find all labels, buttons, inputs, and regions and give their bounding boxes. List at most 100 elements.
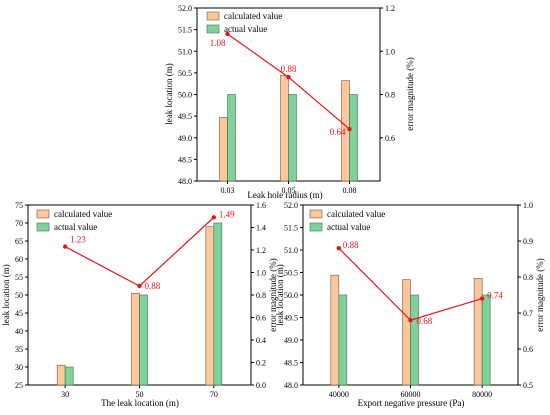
chart-1-xtick-label: 50: [136, 390, 144, 399]
chart-1-ytick-label: 40: [15, 327, 23, 336]
chart-2-ytick-label: 49.5: [284, 314, 298, 323]
chart-1-error-label: 1.23: [70, 235, 86, 245]
chart-2-bar-actual: [338, 294, 348, 386]
chart-0-error-point: [347, 126, 352, 132]
chart-0-error-label: 0.88: [281, 64, 297, 74]
chart-1-ytick-label: 75: [15, 201, 23, 210]
chart-2-ytick-label: 49.0: [284, 336, 298, 345]
chart-0-ytick-label: 48.0: [178, 177, 192, 186]
chart-2-ytick-label: 50.0: [284, 291, 298, 300]
chart-0-ytick-label: 52.0: [178, 4, 192, 13]
chart-2-legend-actual: actual value: [327, 222, 370, 232]
chart-2-xtick-label: 40000: [329, 390, 349, 399]
chart-0-ytick-label: 51.5: [178, 26, 192, 35]
chart-2-xtick-label: 80000: [472, 390, 492, 399]
chart-1-error-point: [62, 244, 68, 249]
chart-2-bar-calculated: [473, 278, 483, 386]
chart-2-x-axis-title: Export negative pressure (Pa): [358, 398, 465, 408]
chart-1-y2tick-label: 1.0: [256, 269, 266, 278]
chart-2-bar-calculated: [330, 274, 340, 386]
chart-2-y2tick-label: 0.8: [523, 273, 533, 282]
chart-0-error-point: [286, 75, 291, 80]
chart-1-x-axis-title: The leak location (m): [101, 398, 179, 408]
chart-1-ytick-label: 25: [15, 381, 23, 390]
chart-0-bar-actual: [227, 94, 236, 182]
chart-1-y2tick-label: 0.4: [256, 336, 266, 345]
chart-2-legend-swatch-actual: [309, 222, 323, 232]
chart-1-legend-calculated: calculated value: [54, 209, 112, 219]
chart-0-ytick-label: 50.5: [178, 69, 192, 78]
chart-0-y2tick-label: 0.8: [385, 91, 395, 100]
chart-1-ytick-label: 55: [15, 273, 23, 282]
chart-2-error-point: [408, 318, 413, 323]
chart-1-ytick-label: 45: [15, 309, 23, 318]
chart-0-xtick-label: 0.08: [343, 186, 357, 195]
chart-0-bar-calculated: [280, 75, 289, 182]
chart-0-x-axis-title: Leak hole radius (m): [247, 190, 322, 200]
chart-0-xtick-label: 0.05: [282, 186, 296, 195]
chart-2-y2tick-label: 0.6: [523, 345, 533, 354]
chart-2-y2tick-label: 0.7: [523, 309, 533, 318]
chart-0-legend-swatch-actual: [206, 24, 220, 34]
chart-1-error-point: [137, 283, 142, 289]
chart-1-ytick-label: 65: [15, 237, 23, 246]
chart-0-ytick-label: 48.5: [178, 155, 192, 164]
chart-1-bar-calculated: [131, 292, 140, 386]
chart-1-y2tick-label: 1.4: [256, 224, 266, 233]
chart-1-bar-actual: [213, 222, 223, 386]
chart-1-y2tick-label: 0.0: [256, 381, 266, 390]
chart-2-y2tick-label: 1.0: [523, 201, 533, 210]
chart-0-error-point: [225, 31, 230, 37]
chart-1-y2tick-label: 1.2: [256, 246, 266, 255]
chart-0-xtick-label: 0.03: [221, 186, 235, 195]
chart-1-y2tick-label: 0.8: [256, 291, 266, 300]
chart-1-xtick-label: 70: [210, 390, 218, 399]
chart-1-ytick-label: 60: [15, 255, 23, 264]
chart-1-ytick-label: 70: [15, 219, 23, 228]
chart-0-legend-swatch-calculated: [206, 11, 220, 21]
chart-0-error-label: 1.08: [210, 38, 226, 48]
chart-2-y2-axis-title: error magnitude (%): [535, 258, 545, 331]
chart-1-bar-actual: [139, 294, 148, 386]
chart-2-ytick-label: 48.0: [284, 381, 298, 390]
chart-1-bar-actual: [64, 366, 74, 386]
chart-2-error-point: [479, 296, 485, 301]
chart-0-ytick-label: 50.0: [178, 91, 192, 100]
chart-0-bar-actual: [349, 94, 358, 182]
chart-1-legend-swatch-actual: [36, 222, 50, 232]
chart-2-bar-actual: [481, 294, 491, 386]
chart-2-legend-swatch-calculated: [309, 209, 323, 219]
chart-1-y2tick-label: 0.6: [256, 314, 266, 323]
chart-1-y2tick-label: 1.6: [256, 201, 266, 210]
chart-0-y2tick-label: 1.0: [385, 47, 395, 56]
chart-2-ytick-label: 51.0: [284, 246, 298, 255]
chart-2-y2tick-label: 0.5: [523, 381, 533, 390]
chart-0-ytick-label: 49.5: [178, 112, 192, 121]
chart-0-y2tick-label: 1.2: [385, 4, 395, 13]
chart-0-error-label: 0.64: [330, 127, 346, 137]
chart-1-error-point: [211, 215, 217, 220]
chart-1-error-label: 0.88: [145, 281, 161, 291]
chart-1-error-label: 1.49: [219, 209, 235, 219]
chart-2-ytick-label: 51.5: [284, 224, 298, 233]
chart-2-error-label: 0.74: [487, 291, 503, 301]
chart-0-y2-axis-title: error magnitude (%): [405, 57, 415, 130]
chart-1-legend-swatch-calculated: [36, 209, 50, 219]
chart-1-ytick-label: 35: [15, 345, 23, 354]
chart-2-error-label: 0.68: [417, 316, 433, 326]
chart-0-bar-actual: [288, 94, 297, 182]
chart-0-y-axis-title: leak location (m): [164, 63, 174, 124]
chart-2-y-axis-title: leak location (m): [275, 264, 285, 325]
chart-1-legend-actual: actual value: [54, 222, 97, 232]
chart-2-ytick-label: 48.5: [284, 359, 298, 368]
chart-0-legend-calculated: calculated value: [224, 11, 282, 21]
chart-2-ytick-label: 50.5: [284, 269, 298, 278]
chart-1-ytick-label: 50: [15, 291, 23, 300]
chart-2-y2tick-label: 0.9: [523, 237, 533, 246]
chart-2-ytick-label: 52.0: [284, 201, 298, 210]
chart-1-bar-calculated: [56, 364, 66, 386]
chart-1-xtick-label: 30: [61, 390, 69, 399]
chart-2-error-label: 0.88: [343, 240, 359, 250]
chart-0-y2tick-label: 0.6: [385, 134, 395, 143]
